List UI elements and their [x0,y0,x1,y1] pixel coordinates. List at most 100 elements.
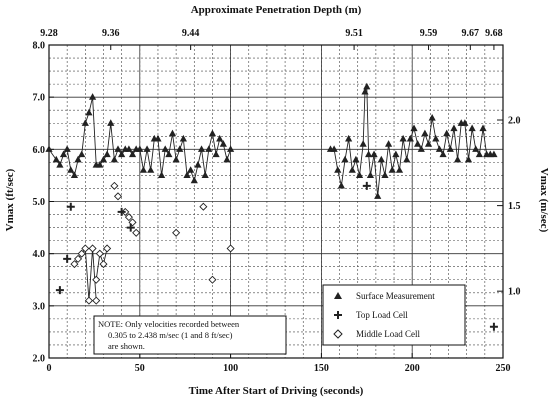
surface-measurement-point [421,129,429,137]
surface-measurement-point [392,150,400,158]
legend-label-surface: Surface Measurement [356,291,435,301]
surface-measurement-point [212,150,220,158]
surface-measurement-point [59,150,68,158]
y-left-tick-label: 6.0 [33,145,46,156]
x-tick-label: 0 [47,363,52,374]
surface-measurement-point [424,140,433,147]
top-tick-label: 9.44 [182,28,200,39]
x-tick-label: 50 [135,363,145,374]
surface-measurement-point [52,155,60,163]
surface-measurement-point [190,176,198,184]
surface-measurement-point [399,134,407,142]
surface-measurement-point [183,171,191,179]
surface-measurement-point [374,192,382,199]
note-line-3: are shown. [108,341,145,351]
middle-load-cell-point [77,249,86,258]
x-tick-label: 100 [223,363,238,374]
surface-measurement-point [201,171,209,179]
surface-measurement-point [125,145,133,152]
surface-measurement-line [48,97,232,183]
y-right-tick-label: 1.5 [508,201,521,212]
y-left-tick-label: 3.0 [33,301,46,312]
surface-measurement-point [461,119,469,126]
surface-measurement-point [432,134,440,142]
surface-measurement-point [439,150,447,158]
y-left-tick-label: 2.0 [33,354,46,365]
surface-measurement-point [363,82,371,90]
legend-item-surface: Surface Measurement [334,291,435,301]
surface-measurement-point [161,145,169,152]
legend-item-top: Top Load Cell [334,310,408,320]
surface-measurement-point [154,134,162,142]
surface-measurement-point [88,93,97,100]
surface-measurement-point [103,150,111,158]
surface-measurement-point [355,171,364,179]
surface-measurement-point [435,145,444,152]
middle-load-cell-point [110,181,119,190]
surface-measurement-point [219,140,227,147]
surface-measurement-point [352,155,360,163]
surface-measurement-point [168,129,177,137]
note-line-2: 0.305 to 2.438 m/sec (1 and 8 ft/sec) [108,330,233,340]
surface-measurement-point [179,134,187,142]
surface-measurement-point [395,166,404,173]
surface-measurement-point [78,150,86,158]
surface-measurement-point [450,124,458,132]
surface-measurement-point [208,129,217,137]
surface-measurement-point [414,140,422,147]
surface-measurement-point [172,155,180,163]
surface-measurement-point [56,160,64,168]
ticks-layer: 0 50 100 150 200 250 2.0 3.0 4.0 5.0 6.0 7.0 8.0 1.0 1… [33,28,521,374]
surface-measurement-point [472,145,480,152]
middle-load-cell-point [81,244,90,253]
surface-measurement-point [334,166,342,173]
middle-load-cell-point [84,296,93,305]
surface-measurement-point [143,145,151,152]
top-tick-label: 9.68 [485,28,503,39]
surface-measurement-point [216,134,224,142]
y-left-axis-title: Vmax (ft/sec) [4,168,16,231]
surface-measurement-point [197,145,206,152]
surface-measurement-point [479,124,487,132]
surface-measurement-point [384,140,393,147]
surface-measurement-point [410,124,418,132]
diamond-marker-icon [333,329,343,339]
surface-measurement-point [377,155,385,163]
top-tick-label: 9.36 [102,28,120,39]
middle-load-cell-point [88,244,97,253]
surface-measurement-point [157,171,166,179]
y-left-tick-label: 8.0 [33,41,46,52]
surface-measurement-point [67,166,75,173]
surface-measurement-point [63,145,71,152]
y-right-axis-title: Vmax (m/sec) [538,168,550,233]
surface-measurement-point [366,171,375,179]
top-tick-label: 9.51 [345,28,363,39]
surface-measurement-point [107,119,115,126]
middle-load-cell-point [92,275,101,284]
surface-measurement-point [370,150,378,158]
surface-measurement-point [70,171,79,179]
surface-measurement-point [74,155,82,163]
top-load-cell-point [66,202,75,211]
legend-frame [322,284,466,346]
top-load-cell-point [126,223,135,232]
surface-measurement-point [359,140,367,147]
plus-marker-icon [334,311,342,319]
y-right-tick-label: 2.0 [508,116,521,127]
x-tick-label: 200 [405,363,420,374]
y-left-tick-label: 7.0 [33,93,46,104]
surface-measurement-point [428,114,436,121]
middle-load-cell-line [95,248,108,280]
surface-measurement-point [361,87,369,95]
top-tick-label: 9.59 [420,28,438,39]
surface-measurement-point [165,150,173,158]
y-right-tick-label: 1.0 [508,287,521,298]
x-tick-label: 150 [314,363,329,374]
legend-label-top: Top Load Cell [356,310,408,320]
surface-measurement-point [446,145,454,152]
note-frame [93,315,287,355]
legend: Surface Measurement Top Load Cell Middle… [322,284,466,346]
surface-measurement-point [194,160,202,168]
middle-load-cell-point [74,254,83,263]
